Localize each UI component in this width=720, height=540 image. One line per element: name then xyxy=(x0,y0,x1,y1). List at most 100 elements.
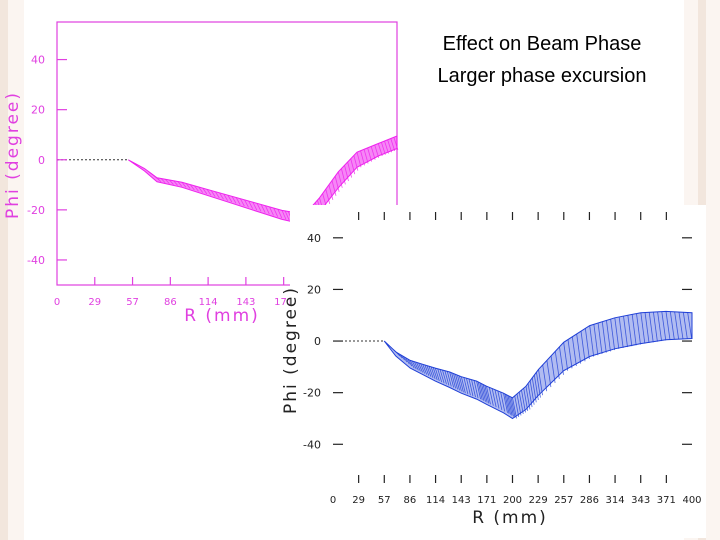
chart2-series-striation xyxy=(584,328,590,359)
chart2-series-striation xyxy=(661,311,667,341)
chart2-series-striation xyxy=(606,320,611,352)
chart1-y-tick-label: -40 xyxy=(27,254,45,267)
chart2-series-striation xyxy=(451,372,457,389)
chart2-series-striation xyxy=(610,319,616,351)
chart2-series-striation xyxy=(434,368,440,382)
chart1-series-striation xyxy=(160,178,166,183)
chart2-series-striation xyxy=(546,360,552,388)
chart1-series-striation xyxy=(331,180,337,196)
chart1-series-striation xyxy=(281,210,287,220)
chart2-series-striation xyxy=(449,371,455,388)
chart2-series-striation xyxy=(420,363,426,374)
chart2-series-striation xyxy=(426,365,432,377)
chart2-series-striation xyxy=(576,333,582,364)
chart1-series-striation xyxy=(223,193,229,201)
chart1-y-axis-label: Phi (degree) xyxy=(3,91,23,219)
chart2-x-tick-label: 257 xyxy=(554,495,573,506)
chart1-series-striation xyxy=(210,190,216,197)
chart2-series-striation xyxy=(482,384,488,403)
chart2-x-tick-label: 171 xyxy=(477,495,496,506)
chart2-series-striation xyxy=(687,312,693,339)
chart2-x-tick-label: 400 xyxy=(682,495,701,506)
chart1-series-band xyxy=(128,135,399,225)
chart2-series-striation xyxy=(514,395,520,418)
chart2-series-striation xyxy=(395,351,401,357)
chart2-x-tick-label: 343 xyxy=(631,495,650,506)
chart2-series-striation xyxy=(550,355,556,384)
chart1-series-polygon xyxy=(128,135,398,225)
chart1-series-striation xyxy=(387,139,393,153)
chart1-y-tick-label: 40 xyxy=(31,54,45,67)
chart2-series-striation xyxy=(657,311,662,342)
chart1-series-striation xyxy=(198,186,203,193)
chart2-series-striation xyxy=(446,371,452,387)
chart1-series-striation xyxy=(277,209,283,219)
chart2-series-striation xyxy=(476,380,481,400)
chart2-series-striation xyxy=(529,380,535,405)
chart1-y-tick-label: -20 xyxy=(27,204,45,217)
chart1-series-striation xyxy=(177,181,183,187)
chart2-series-striation xyxy=(414,361,419,371)
slide-title-line-1: Effect on Beam Phase xyxy=(442,33,642,55)
chart1-series-striation xyxy=(173,180,178,186)
chart2-series-striation xyxy=(466,378,471,396)
chart1-series-striation xyxy=(367,147,373,162)
chart2-series-striation xyxy=(459,375,464,393)
chart1-series-striation xyxy=(181,182,187,188)
chart2-x-tick-label: 200 xyxy=(503,495,522,506)
chart2-series-striation xyxy=(500,391,506,412)
chart2-background xyxy=(290,205,706,538)
chart2-series-striation xyxy=(479,382,485,401)
chart2-series-striation xyxy=(402,355,408,363)
chart2-series-striation xyxy=(674,311,680,340)
chart2-series-striation xyxy=(468,378,474,397)
chart2-series-striation xyxy=(400,354,405,361)
chart2-series-striation xyxy=(631,314,637,346)
chart2-series-striation xyxy=(473,380,479,399)
chart1-x-tick-label: 0 xyxy=(54,297,60,308)
chart1-series-striation xyxy=(340,168,346,185)
chart1-series-striation xyxy=(350,158,356,175)
chart2-series-striation xyxy=(571,336,577,367)
chart2-series-striation xyxy=(457,375,462,392)
chart2-series-striation xyxy=(512,397,517,419)
chart2-series-striation xyxy=(405,357,410,365)
chart2-series-striation xyxy=(506,394,511,415)
chart2-series-striation xyxy=(503,393,508,413)
chart1-series-striation xyxy=(260,204,266,213)
chart2-series-striation xyxy=(409,360,415,369)
chart1-series-striation xyxy=(347,161,353,178)
chart2-series-striation xyxy=(428,366,434,378)
chart1-series-striation xyxy=(344,165,349,182)
chart2-series-striation xyxy=(455,374,460,391)
chart2-series-striation xyxy=(640,312,646,344)
chart2-series-striation xyxy=(437,368,443,383)
chart2-series-striation xyxy=(682,312,688,339)
chart2-x-tick-label: 86 xyxy=(404,495,417,506)
slide-title: Effect on Beam Phase Larger phase excurs… xyxy=(392,28,692,92)
chart1-series-striation xyxy=(239,198,245,207)
chart2-x-tick-label: 0 xyxy=(330,495,336,506)
chart2-series-striation xyxy=(453,373,458,390)
chart2-series-striation xyxy=(510,396,516,418)
chart1-series-striation xyxy=(190,184,195,191)
chart2-x-tick-label: 114 xyxy=(426,495,445,506)
chart2-series-striation xyxy=(497,390,503,411)
chart2-series-striation xyxy=(589,325,595,357)
chart2-series-striation xyxy=(424,364,430,376)
chart2-series-striation xyxy=(507,395,513,416)
chart1-series-striation xyxy=(269,206,274,216)
chart1-plot-frame xyxy=(56,21,398,286)
chart1-series-striation xyxy=(374,144,380,159)
chart1-x-tick-label: 143 xyxy=(236,297,255,308)
chart2-series-striation xyxy=(432,367,438,381)
chart2-x-tick-label: 57 xyxy=(378,495,391,506)
chart2-series-striation xyxy=(644,312,650,344)
chart2-series-striation xyxy=(488,387,494,406)
chart1-series-striation xyxy=(393,137,399,150)
chart2-series-striation xyxy=(627,315,633,347)
chart2-series-striation xyxy=(567,339,573,369)
chart2-series-striation xyxy=(460,376,466,394)
chart1-x-tick-label: 171 xyxy=(274,297,293,308)
